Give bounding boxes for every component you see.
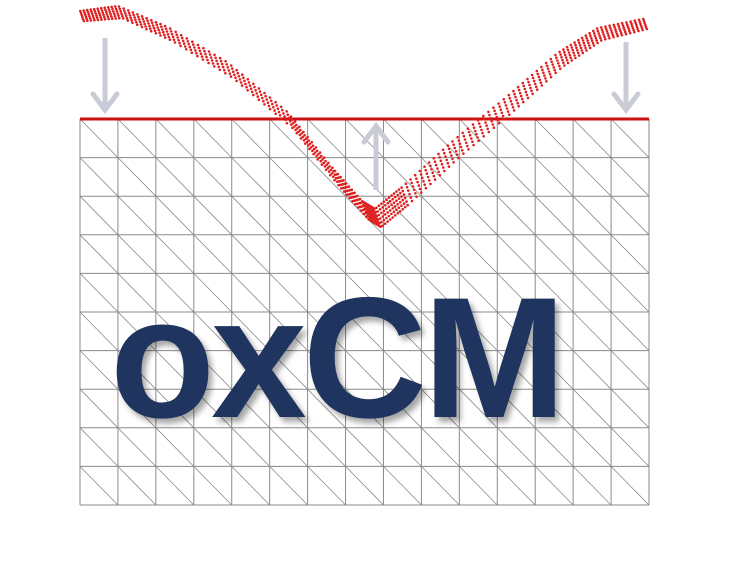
logo-title: oxCM (110, 262, 566, 454)
arrow-up-icon (361, 121, 391, 190)
arrow-down-icon (611, 42, 641, 115)
deformed-surface-points (79, 5, 649, 228)
arrows-group (90, 38, 641, 190)
arrow-down-icon (90, 38, 120, 115)
triangulated-mesh-grid (79, 118, 650, 506)
